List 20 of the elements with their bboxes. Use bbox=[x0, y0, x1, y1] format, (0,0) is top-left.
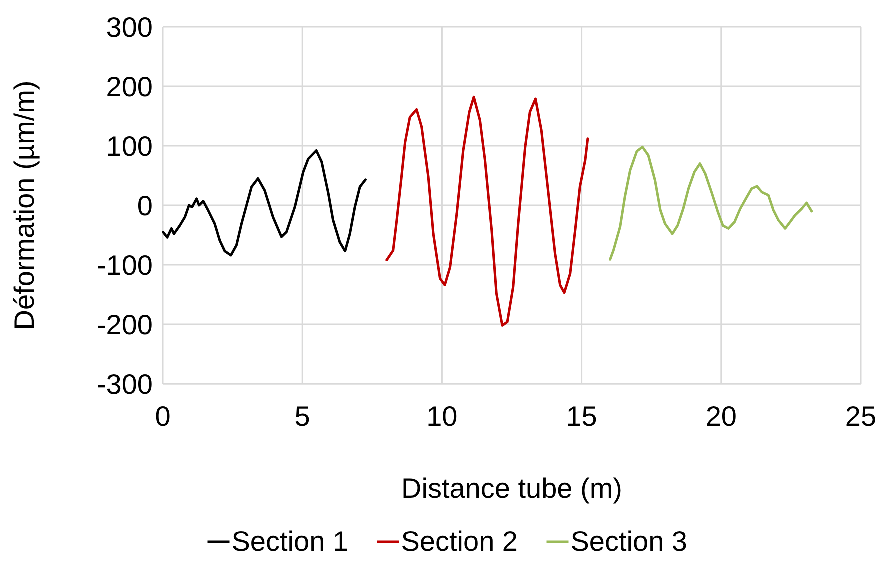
legend-label: Section 1 bbox=[232, 526, 348, 557]
x-tick-label: 20 bbox=[706, 401, 737, 432]
line-series bbox=[386, 96, 590, 327]
x-tick-label: 25 bbox=[845, 401, 877, 432]
y-tick-label: 200 bbox=[106, 71, 153, 102]
y-tick-label: 0 bbox=[137, 190, 153, 222]
x-tick-label: 5 bbox=[294, 401, 310, 432]
y-tick-label: -200 bbox=[96, 309, 153, 340]
line-series bbox=[609, 146, 814, 261]
y-tick-label: 300 bbox=[106, 12, 153, 43]
y-tick-label: -100 bbox=[96, 250, 153, 281]
x-tick-label: 10 bbox=[426, 401, 458, 432]
line-series bbox=[162, 150, 367, 257]
x-tick-label: 15 bbox=[566, 401, 598, 432]
legend-label: Section 2 bbox=[401, 526, 518, 557]
x-axis-title: Distance tube (m) bbox=[402, 473, 622, 504]
y-axis-title: Déformation (µm/m) bbox=[9, 80, 40, 330]
y-tick-label: 100 bbox=[106, 130, 153, 162]
y-tick-label: -300 bbox=[96, 368, 153, 400]
legend-label: Section 3 bbox=[570, 526, 688, 557]
